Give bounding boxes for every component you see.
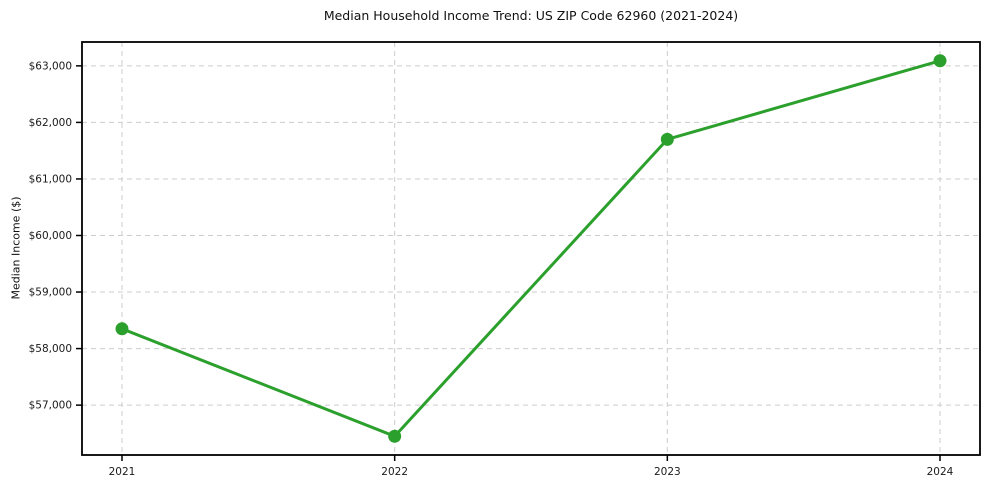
x-tick-label: 2021 [109, 466, 136, 478]
x-tick-label: 2022 [381, 466, 408, 478]
data-point [933, 54, 947, 68]
y-tick-label: $60,000 [29, 230, 72, 242]
y-tick-label: $59,000 [29, 287, 72, 299]
data-point [660, 132, 674, 146]
x-tick-label: 2023 [654, 466, 681, 478]
y-tick-label: $57,000 [29, 400, 72, 412]
data-point [388, 429, 402, 443]
data-point [115, 322, 129, 336]
plot-border [81, 41, 981, 456]
y-tick-label: $58,000 [29, 343, 72, 355]
chart-title: Median Household Income Trend: US ZIP Co… [323, 8, 739, 23]
trend-line [120, 59, 942, 438]
x-tick-label: 2024 [927, 466, 954, 478]
y-tick-label: $62,000 [29, 117, 72, 129]
y-tick-label: $61,000 [29, 173, 72, 185]
y-tick-label: $63,000 [29, 60, 72, 72]
